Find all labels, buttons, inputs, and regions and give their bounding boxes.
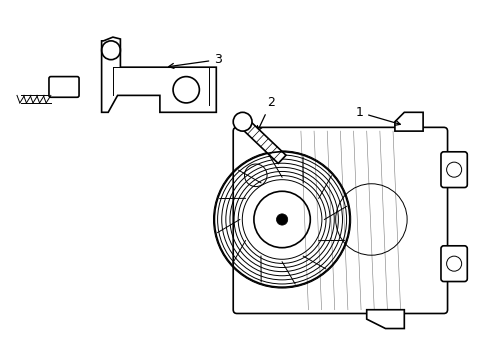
- Circle shape: [233, 112, 251, 131]
- Polygon shape: [366, 310, 404, 329]
- Circle shape: [276, 214, 287, 225]
- FancyBboxPatch shape: [440, 152, 467, 188]
- Polygon shape: [394, 112, 422, 131]
- FancyBboxPatch shape: [440, 246, 467, 282]
- Text: 4: 4: [57, 78, 70, 91]
- Polygon shape: [238, 118, 285, 163]
- FancyBboxPatch shape: [49, 77, 79, 97]
- Text: 2: 2: [257, 96, 274, 131]
- Text: 1: 1: [354, 106, 400, 125]
- Text: 3: 3: [168, 53, 222, 68]
- FancyBboxPatch shape: [233, 127, 447, 314]
- Polygon shape: [102, 37, 216, 112]
